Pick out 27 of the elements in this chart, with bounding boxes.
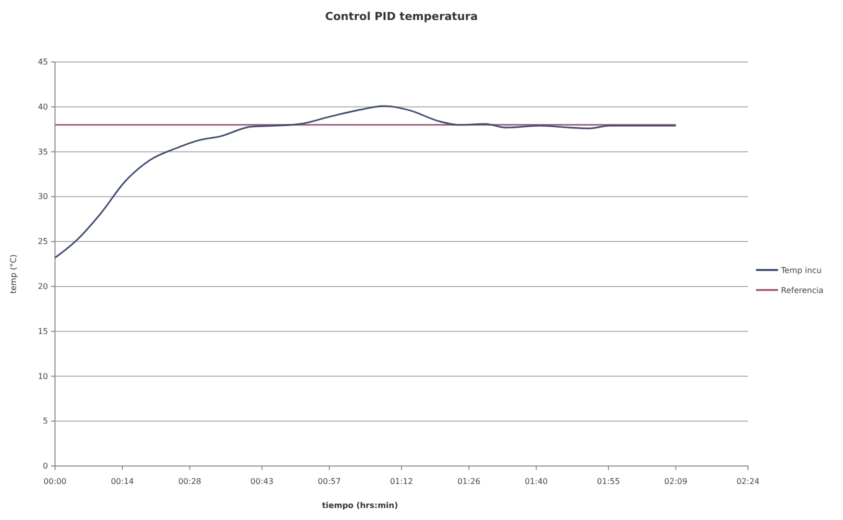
x-tick-label: 02:09 <box>664 477 688 486</box>
x-tick-label: 00:57 <box>318 477 341 486</box>
y-tick-label: 30 <box>38 192 48 202</box>
x-tick-label: 01:12 <box>390 477 414 486</box>
x-tick-label: 00:43 <box>250 477 274 486</box>
x-tick-label: 00:00 <box>43 477 67 486</box>
x-tick-label: 02:24 <box>736 477 760 486</box>
x-tick-label: 00:28 <box>178 477 202 486</box>
line-series <box>54 105 677 259</box>
y-tick-label: 0 <box>42 462 48 471</box>
y-tick-label: 20 <box>38 282 48 292</box>
legend-label: Referencia <box>781 286 824 295</box>
x-tick-label: 01:40 <box>524 477 548 486</box>
y-tick-label: 25 <box>38 237 48 246</box>
chart-title: Control PID temperatura <box>325 10 478 23</box>
y-axis-title: temp (°C) <box>9 254 18 294</box>
legend-label: Temp incu <box>780 266 822 275</box>
x-tick-label: 00:14 <box>110 477 134 486</box>
y-tick-label: 10 <box>38 372 48 381</box>
x-tick-label: 01:26 <box>457 477 480 486</box>
x-tick-label: 01:55 <box>596 477 620 486</box>
y-tick-label: 15 <box>38 326 48 336</box>
y-tick-label: 5 <box>42 416 48 426</box>
x-axis-title: tiempo (hrs:min) <box>322 501 398 510</box>
y-tick-label: 40 <box>38 102 48 112</box>
y-tick-label: 45 <box>38 58 48 67</box>
y-tick-label: 35 <box>38 147 48 156</box>
